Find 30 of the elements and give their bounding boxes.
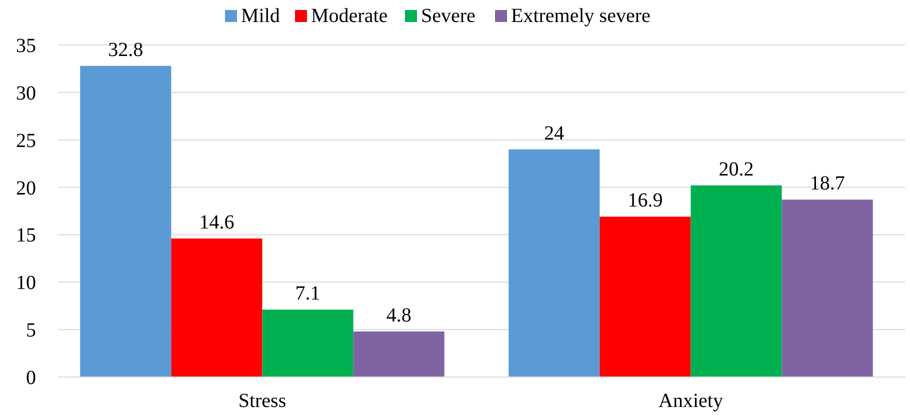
bar bbox=[690, 185, 782, 377]
bar bbox=[782, 200, 873, 377]
y-tick-label: 30 bbox=[16, 82, 36, 104]
bar bbox=[262, 310, 354, 377]
y-tick-label: 10 bbox=[16, 272, 36, 294]
data-label: 32.8 bbox=[108, 38, 144, 61]
data-label: 4.8 bbox=[386, 304, 412, 326]
y-tick-label: 35 bbox=[16, 35, 36, 57]
legend-label: Extremely severe bbox=[511, 5, 650, 27]
bar bbox=[171, 238, 262, 377]
y-tick-label: 25 bbox=[16, 130, 36, 152]
data-label: 20.2 bbox=[718, 158, 754, 180]
legend-label: Mild bbox=[241, 5, 280, 27]
data-label: 14.6 bbox=[199, 212, 234, 234]
legend-label: Moderate bbox=[311, 5, 388, 27]
data-label: 24 bbox=[544, 122, 564, 144]
y-tick-label: 15 bbox=[16, 224, 36, 247]
y-tick-label: 0 bbox=[26, 367, 36, 389]
y-tick-label: 20 bbox=[16, 177, 36, 200]
data-label: 16.9 bbox=[628, 190, 663, 212]
bar bbox=[508, 149, 600, 377]
bar bbox=[600, 216, 691, 377]
legend-label: Severe bbox=[421, 5, 476, 27]
x-tick-label: Stress bbox=[238, 390, 286, 412]
data-label: 7.1 bbox=[295, 282, 320, 305]
y-tick-label: 5 bbox=[26, 320, 36, 342]
bar bbox=[80, 66, 172, 377]
bar bbox=[353, 331, 444, 377]
x-tick-label: Anxiety bbox=[658, 390, 723, 412]
data-label: 18.7 bbox=[810, 172, 845, 195]
